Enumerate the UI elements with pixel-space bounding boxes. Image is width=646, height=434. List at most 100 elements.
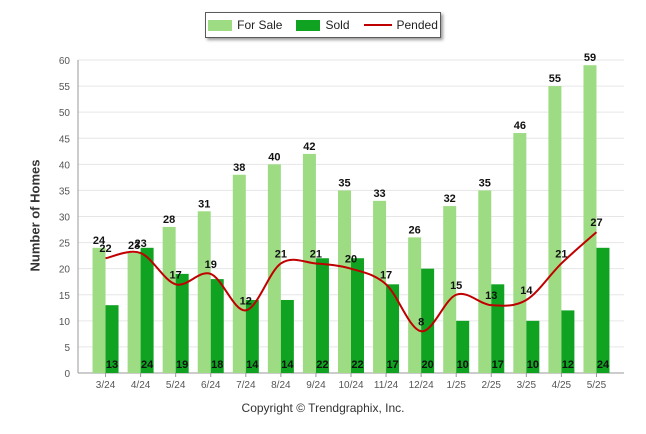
x-tick-label: 12/24 (409, 380, 434, 391)
pended-data-label: 20 (345, 254, 357, 266)
y-tick-label: 30 (59, 213, 71, 224)
for-sale-bar (267, 164, 281, 373)
sold-bar (456, 320, 470, 373)
sold-data-label: 18 (211, 359, 223, 371)
pended-data-label: 17 (170, 269, 182, 281)
for-sale-data-label: 33 (373, 188, 385, 200)
for-sale-data-label: 42 (303, 141, 315, 153)
x-tick-label: 3/24 (96, 380, 116, 391)
for-sale-data-label: 40 (268, 151, 280, 163)
sold-bar (280, 299, 294, 373)
sold-bar (386, 284, 400, 373)
sold-bar (351, 258, 364, 373)
x-tick-label: 5/24 (166, 380, 186, 391)
y-tick-label: 5 (64, 343, 70, 354)
sold-data-label: 13 (106, 359, 118, 371)
sold-data-label: 24 (141, 359, 154, 371)
y-tick-label: 0 (64, 369, 70, 380)
for-sale-data-label: 26 (409, 224, 421, 236)
legend-item-for-sale: For Sale (208, 18, 282, 32)
y-tick-label: 50 (59, 108, 71, 119)
for-sale-bar (443, 206, 457, 373)
pended-data-label: 14 (520, 285, 533, 297)
y-tick-label: 10 (59, 317, 71, 328)
pended-data-label: 23 (134, 238, 146, 250)
pended-data-label: 8 (418, 316, 424, 328)
y-tick-label: 60 (59, 56, 71, 67)
for-sale-bar (197, 211, 211, 373)
sold-swatch (296, 19, 321, 31)
x-tick-label: 4/24 (131, 380, 151, 391)
copyright-text: Copyright © Trendgraphix, Inc. (241, 401, 405, 415)
for-sale-bar (338, 190, 351, 373)
for-sale-bar (232, 174, 246, 373)
for-sale-bar (127, 253, 141, 373)
pended-swatch (363, 24, 392, 26)
y-tick-label: 35 (59, 186, 71, 197)
pended-data-label: 15 (450, 280, 462, 292)
x-tick-label: 4/25 (552, 380, 572, 391)
x-tick-label: 2/25 (482, 380, 502, 391)
x-tick-label: 3/25 (517, 380, 537, 391)
for-sale-data-label: 23 (128, 240, 140, 252)
pended-data-label: 12 (240, 295, 252, 307)
sold-data-label: 14 (246, 359, 259, 371)
for-sale-data-label: 38 (233, 162, 245, 174)
x-tick-label: 5/25 (587, 380, 607, 391)
for-sale-data-label: 32 (444, 193, 456, 205)
for-sale-data-label: 59 (584, 52, 596, 64)
for-sale-swatch (208, 19, 233, 31)
sold-data-label: 12 (562, 359, 574, 371)
pended-data-label: 21 (275, 248, 287, 260)
pended-data-label: 13 (485, 290, 497, 302)
legend-item-pended: Pended (363, 18, 438, 32)
for-sale-bar (408, 237, 422, 373)
sold-bar (526, 320, 540, 373)
legend-item-sold: Sold (296, 18, 350, 32)
for-sale-data-label: 55 (549, 73, 561, 85)
for-sale-data-label: 28 (163, 214, 175, 226)
sold-bar (210, 279, 224, 373)
x-tick-label: 8/24 (271, 380, 291, 391)
for-sale-bar (92, 247, 106, 373)
y-tick-label: 15 (59, 291, 71, 302)
y-tick-label: 20 (59, 265, 71, 276)
legend: For Sale Sold Pended (205, 12, 441, 38)
for-sale-bar (513, 133, 527, 373)
sold-data-label: 17 (386, 359, 398, 371)
y-tick-label: 25 (59, 239, 71, 250)
x-tick-label: 11/24 (374, 380, 399, 391)
legend-label-pended: Pended (396, 18, 438, 32)
pended-data-label: 22 (99, 243, 111, 255)
for-sale-data-label: 46 (514, 120, 526, 132)
sold-bar (315, 258, 329, 373)
sold-bar (105, 305, 119, 373)
sold-data-label: 20 (422, 359, 434, 371)
pended-data-label: 21 (310, 248, 322, 260)
sold-data-label: 22 (316, 359, 328, 371)
x-tick-label: 1/25 (446, 380, 466, 391)
sold-data-label: 19 (176, 359, 188, 371)
x-tick-label: 10/24 (338, 380, 363, 391)
x-tick-label: 7/24 (236, 380, 256, 391)
for-sale-bar (548, 86, 562, 373)
sold-data-label: 17 (492, 359, 504, 371)
for-sale-bar (478, 190, 492, 373)
sold-bar (140, 247, 154, 373)
pended-line (105, 231, 598, 333)
y-tick-label: 40 (59, 160, 71, 171)
pended-data-label: 19 (205, 259, 217, 271)
sold-data-label: 24 (597, 359, 610, 371)
pended-data-label: 27 (590, 217, 602, 229)
legend-label-sold: Sold (325, 18, 350, 32)
sold-bar (175, 273, 189, 373)
for-sale-bar (162, 226, 176, 373)
for-sale-bar (373, 200, 387, 373)
sold-bar (421, 268, 435, 373)
x-tick-label: 9/24 (306, 380, 326, 391)
sold-data-label: 22 (351, 359, 363, 371)
for-sale-data-label: 35 (479, 177, 491, 189)
sold-bar (596, 247, 610, 373)
sold-data-label: 10 (527, 359, 539, 371)
sold-data-label: 14 (281, 359, 294, 371)
